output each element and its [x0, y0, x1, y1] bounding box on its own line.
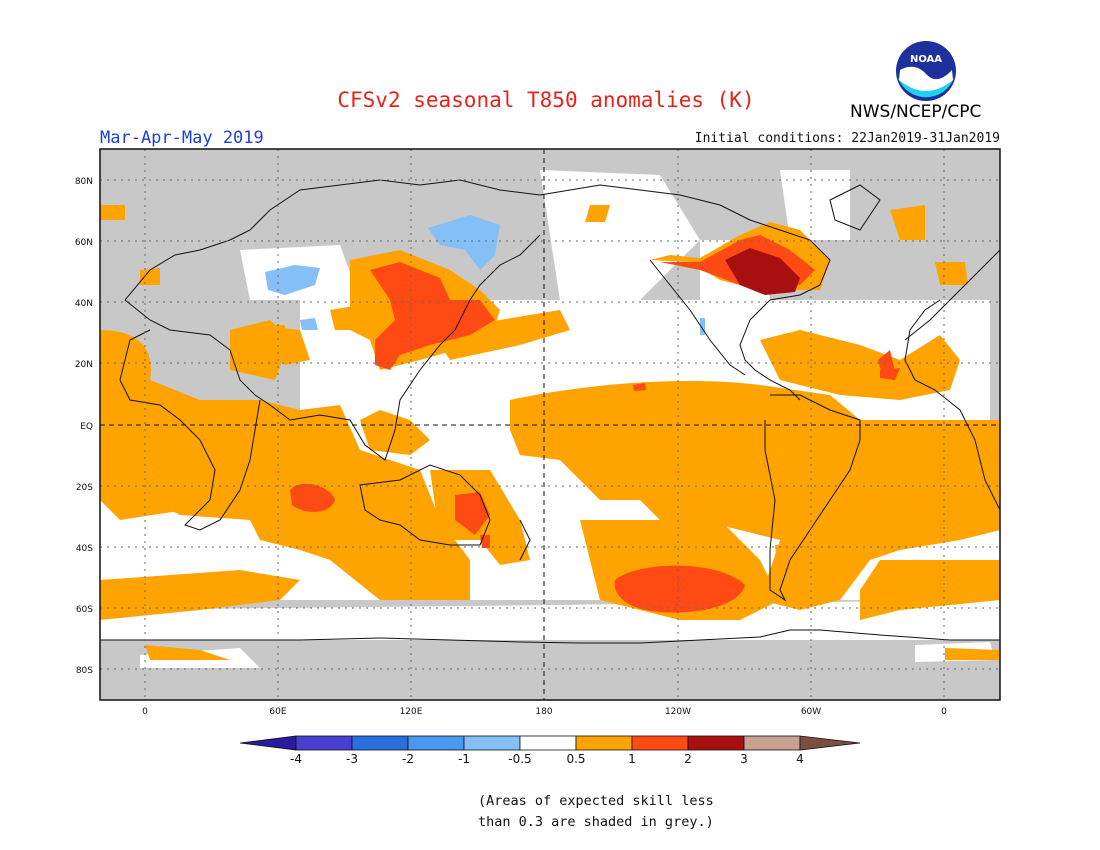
lon-label: 60E: [269, 707, 286, 717]
lon-label: 0: [142, 707, 148, 717]
colorbar-label: 0.5: [566, 752, 585, 766]
lat-label: EQ: [80, 422, 93, 432]
colorbar-arrow-high: [799, 735, 861, 751]
lat-label: 40S: [76, 544, 93, 554]
anomaly-shading: [100, 170, 1000, 668]
skill-footnote: (Areas of expected skill less than 0.3 a…: [478, 791, 714, 833]
colorbar-label: -3: [346, 752, 358, 766]
initial-conditions-label: Initial conditions: 22Jan2019-31Jan2019: [694, 131, 1000, 146]
coastlines: [100, 179, 1000, 644]
footnote-line2: than 0.3 are shaded in grey.): [478, 814, 714, 830]
colorbar-boxes: [239, 735, 861, 751]
colorbar-box: [575, 735, 633, 751]
colorbar-box: [687, 735, 745, 751]
colorbar-box: [743, 735, 801, 751]
lat-label: 20S: [76, 483, 93, 493]
colorbar-arrow-low: [239, 735, 297, 751]
grid-lines: [100, 149, 1000, 700]
colorbar-box: [519, 735, 577, 751]
lon-labels: 0 60E 120E 180 120W 60W 0: [142, 707, 947, 717]
colorbar-box: [351, 735, 409, 751]
lat-labels: 80N 60N 40N 20N EQ 20S 40S 60S 80S: [75, 177, 93, 676]
lat-label: 80N: [75, 177, 93, 187]
organization-label: NWS/NCEP/CPC: [850, 102, 982, 122]
lat-label: 60S: [76, 605, 93, 615]
colorbar-label: -2: [402, 752, 414, 766]
colorbar-label: 1: [628, 752, 636, 766]
noaa-logo-icon: NOAA: [896, 41, 956, 101]
lon-label: 180: [535, 707, 552, 717]
map-title-text: CFSv2 seasonal T850 anomalies (K): [337, 88, 755, 112]
lat-label: 60N: [75, 238, 93, 248]
colorbar-label: -4: [290, 752, 302, 766]
map-title: CFSv2 seasonal T850 anomalies (K): [0, 88, 1100, 112]
season-label: Mar-Apr-May 2019: [100, 128, 264, 148]
colorbar-box: [631, 735, 689, 751]
footnote-line1: (Areas of expected skill less: [478, 793, 714, 809]
colorbar-label: 4: [796, 752, 804, 766]
map-frame: [99, 148, 1001, 701]
colorbar-box: [463, 735, 521, 751]
colorbar-label: 3: [740, 752, 748, 766]
colorbar-label: -1: [458, 752, 470, 766]
colorbar-labels: -4 -3 -2 -1 -0.5 0.5 1 2 3 4: [290, 752, 804, 766]
reference-lines: [100, 149, 1000, 700]
logo-text: NOAA: [910, 54, 942, 65]
lon-label: 120E: [400, 707, 423, 717]
lon-label: 60W: [801, 707, 821, 717]
colorbar-label: -0.5: [508, 752, 531, 766]
lon-label: 0: [941, 707, 947, 717]
colorbar-box: [295, 735, 353, 751]
lat-label: 40N: [75, 299, 93, 309]
lon-label: 120W: [665, 707, 691, 717]
colorbar-box: [407, 735, 465, 751]
lat-label: 80S: [76, 666, 93, 676]
lat-label: 20N: [75, 360, 93, 370]
colorbar-label: 2: [684, 752, 692, 766]
